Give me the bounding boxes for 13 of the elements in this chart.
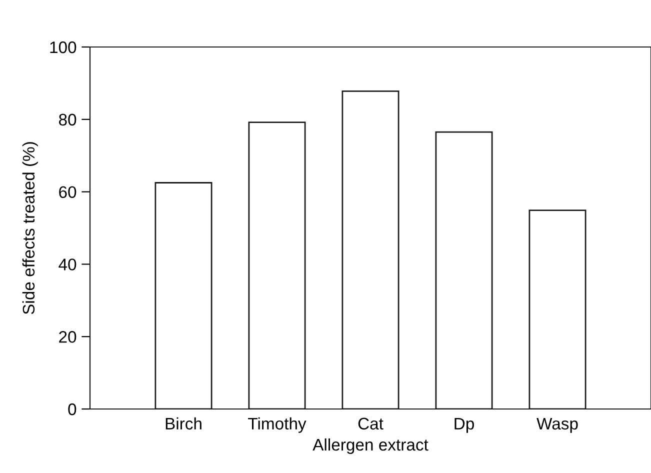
y-tick-label: 60: [59, 186, 76, 198]
y-tick-label: 0: [68, 403, 76, 416]
x-axis-title: Allergen extract: [312, 438, 428, 454]
x-tick-label: Birch: [166, 417, 202, 430]
y-tick-label: 40: [58, 258, 76, 270]
y-tick-label: 100: [50, 41, 76, 54]
x-tick-label: Timothy: [248, 417, 306, 433]
x-tick-label: Cat: [358, 418, 384, 430]
x-tick-label: Wasp: [536, 418, 578, 433]
y-axis-title: Side effects treated (%): [22, 142, 38, 314]
y-tick-label: 20: [59, 331, 76, 343]
x-tick-label: Dp: [454, 418, 474, 433]
y-tick-label: 80: [58, 114, 76, 126]
